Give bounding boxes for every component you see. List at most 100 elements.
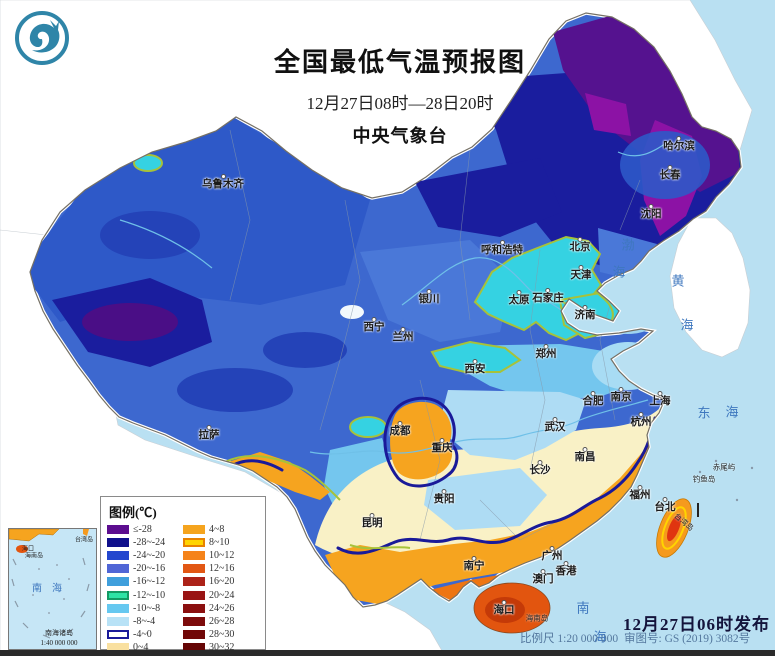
inset-dash-line — [11, 557, 90, 639]
legend-swatch — [183, 577, 205, 587]
region-cyan-altai — [133, 154, 163, 172]
legend-item: -4~0 — [107, 628, 183, 641]
legend-label: -20~-16 — [133, 563, 166, 575]
region-cyan-tibet — [349, 416, 387, 438]
region-xinjiang-blue — [30, 115, 370, 322]
region-cyan-shaanxi — [430, 340, 522, 373]
map-title: 全国最低气温预报图 — [273, 48, 526, 77]
legend-label: ≤-28 — [133, 524, 152, 536]
legend-label: 26~28 — [209, 615, 235, 627]
legend-label: 24~26 — [209, 602, 235, 614]
legend-label: -12~-10 — [133, 589, 166, 601]
legend-label: -28~-24 — [133, 537, 166, 549]
legend-swatch — [183, 564, 205, 574]
cma-dragon-logo — [12, 8, 72, 68]
region-orange-sichuan-basin — [390, 401, 453, 480]
legend-item: -10~-8 — [107, 602, 183, 615]
tarim-river — [119, 219, 213, 269]
region-yangtze-paleblue — [438, 390, 586, 460]
yangtze-river — [309, 399, 649, 455]
region-innermongolia-navy — [415, 158, 562, 237]
legend-label: 12~16 — [209, 563, 235, 575]
province-borders — [229, 129, 641, 541]
region-tibet-dark2 — [263, 332, 347, 368]
region-west-purple-core — [82, 303, 178, 341]
legend-label: 4~8 — [209, 524, 225, 536]
legend-label: -4~0 — [133, 628, 152, 640]
legend-swatch — [183, 603, 205, 613]
island-taiwan — [656, 498, 692, 558]
legend-label: 16~20 — [209, 576, 235, 588]
legend-panel: 图例(℃) ≤-28 -28~-24 -24~-20 -20~-16 -16~-12 -1… — [100, 496, 266, 653]
legend-item: 30~32 — [183, 641, 259, 654]
region-guizhou-paleblue — [424, 468, 547, 530]
china-outline — [29, 12, 742, 608]
inset-islands — [32, 564, 70, 614]
legend-swatch — [107, 551, 129, 561]
legend-item: -20~-16 — [107, 562, 183, 575]
legend-grid: ≤-28 -28~-24 -24~-20 -20~-16 -16~-12 -12~-10-… — [107, 523, 259, 654]
south-china-sea-inset: 海口 海南岛 台湾岛 南 海 南海诸岛 1:40 000 000 — [8, 528, 97, 650]
legend-swatch — [107, 564, 129, 574]
legend-swatch — [107, 525, 129, 535]
bottom-neatline — [0, 650, 775, 656]
legend-swatch — [183, 538, 205, 548]
legend-item: 8~10 — [183, 536, 259, 549]
legend-item: 4~8 — [183, 523, 259, 536]
map-time-range: 12月27日08时—28日20时 — [306, 94, 494, 113]
legend-swatch — [183, 616, 205, 626]
issue-time: 12月27日06时发布 — [623, 615, 770, 634]
legend-item: 24~26 — [183, 602, 259, 615]
legend-label: 30~32 — [209, 641, 235, 653]
legend-swatch — [107, 590, 129, 600]
region-harbin-blue — [620, 131, 710, 199]
legend-title: 图例(℃) — [109, 505, 157, 520]
island-hainan-core — [485, 597, 525, 623]
legend-item: -28~-24 — [107, 536, 183, 549]
legend-swatch — [107, 577, 129, 587]
legend-swatch — [107, 629, 129, 639]
contour-south-snake — [336, 416, 657, 555]
contour-sichuan-loop — [383, 396, 459, 488]
legend-item: 28~30 — [183, 628, 259, 641]
inset-mainland — [9, 529, 60, 542]
legend-swatch — [183, 551, 205, 561]
region-orange-south-tibet — [228, 452, 330, 500]
legend-item: -16~-12 — [107, 575, 183, 588]
legend-label: -8~-4 — [133, 615, 156, 627]
review-number: 审图号: GS (2019) 3082号 — [624, 633, 751, 645]
legend-label: 10~12 — [209, 550, 235, 562]
legend-item: 16~20 — [183, 575, 259, 588]
legend-item: 0~4 — [107, 641, 183, 654]
legend-item: 26~28 — [183, 615, 259, 628]
title-block: 全国最低气温预报图 12月27日08时—28日20时 中央气象台 — [240, 42, 560, 148]
inset-hainan — [16, 545, 28, 553]
songhua-river — [617, 141, 669, 157]
inset-taiwan — [83, 529, 89, 536]
legend-swatch — [107, 538, 129, 548]
small-islands — [697, 459, 754, 517]
region-gansu-lightblue — [360, 240, 512, 342]
legend-swatch — [183, 629, 205, 639]
legend-label: -16~-12 — [133, 576, 166, 588]
legend-swatch — [183, 590, 205, 600]
legend-swatch — [107, 603, 129, 613]
legend-label: 0~4 — [133, 641, 149, 653]
legend-item: -8~-4 — [107, 615, 183, 628]
legend-label: -10~-8 — [133, 602, 161, 614]
land-korea — [669, 217, 751, 358]
legend-item: 10~12 — [183, 549, 259, 562]
legend-swatch — [107, 642, 129, 652]
legend-item: -12~-10 — [107, 588, 183, 601]
legend-label: 28~30 — [209, 628, 235, 640]
legend-label: 8~10 — [209, 537, 230, 549]
legend-swatch — [183, 642, 205, 652]
map-agency: 中央气象台 — [352, 126, 448, 146]
region-ne-magenta2 — [585, 93, 631, 136]
region-tibet-dark1 — [177, 368, 293, 412]
legend-item: 12~16 — [183, 562, 259, 575]
map-scale: 比例尺 1:20 000 000 — [520, 633, 619, 645]
legend-swatch — [183, 525, 205, 535]
